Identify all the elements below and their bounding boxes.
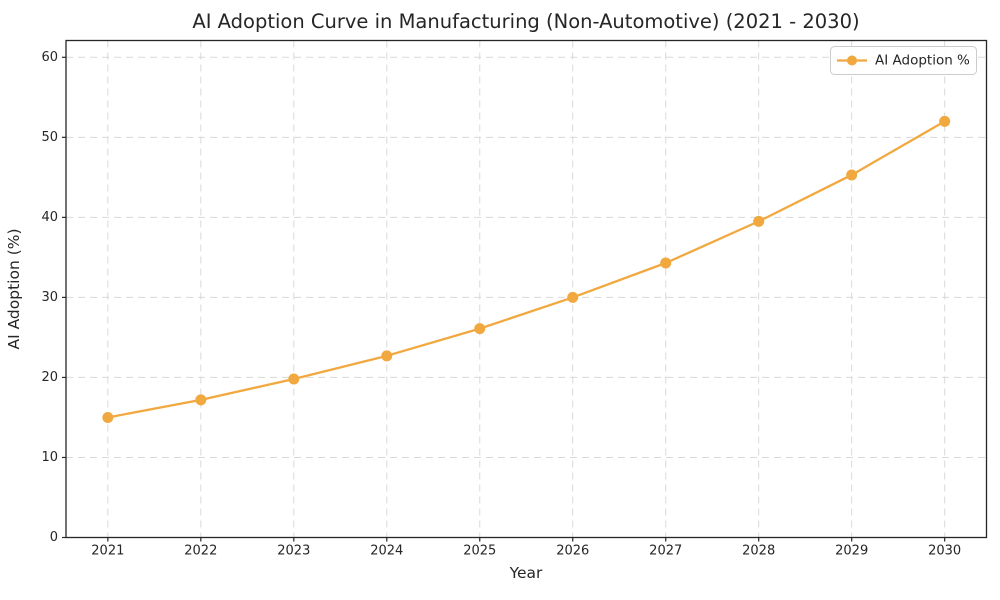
x-tick-label: 2025 xyxy=(463,543,496,558)
y-tick-label: 30 xyxy=(41,290,58,305)
y-tick-label: 20 xyxy=(41,370,58,385)
x-axis-label: Year xyxy=(509,564,543,582)
data-point xyxy=(753,215,765,227)
data-point xyxy=(846,169,858,181)
x-tick-label: 2028 xyxy=(742,543,775,558)
y-tick-label: 60 xyxy=(41,50,58,65)
x-tick-label: 2021 xyxy=(91,543,124,558)
data-point xyxy=(381,350,393,362)
x-tick-label: 2026 xyxy=(556,543,589,558)
x-tick-label: 2027 xyxy=(649,543,682,558)
legend: AI Adoption % xyxy=(830,46,977,75)
legend-swatch-marker xyxy=(847,55,857,66)
data-point xyxy=(102,411,114,423)
grid-layer xyxy=(66,40,987,538)
data-point xyxy=(567,291,579,303)
y-tick-label: 50 xyxy=(41,130,58,145)
data-point xyxy=(195,394,207,406)
data-point xyxy=(288,373,300,385)
y-axis-label: AI Adoption (%) xyxy=(5,228,23,349)
data-point xyxy=(939,115,951,127)
series-line xyxy=(106,120,946,419)
x-tick-label: 2029 xyxy=(835,543,868,558)
series-layer xyxy=(102,115,951,423)
y-tick-label: 40 xyxy=(41,210,58,225)
tick-layer: 2021 2022 2023 2024 2025 2026 2027 2028 2029 2030… xyxy=(41,50,961,558)
chart-title: AI Adoption Curve in Manufacturing (Non-… xyxy=(192,10,859,33)
x-tick-label: 2030 xyxy=(928,543,961,558)
legend-label: AI Adoption % xyxy=(875,53,970,69)
y-tick-label: 0 xyxy=(50,530,58,545)
data-point xyxy=(474,323,486,335)
x-tick-label: 2024 xyxy=(370,543,403,558)
legend-box xyxy=(830,46,977,75)
x-tick-label: 2023 xyxy=(277,543,310,558)
plot-border xyxy=(65,39,988,539)
data-point xyxy=(660,257,672,269)
y-tick-label: 10 xyxy=(41,450,58,465)
x-tick-label: 2022 xyxy=(184,543,217,558)
